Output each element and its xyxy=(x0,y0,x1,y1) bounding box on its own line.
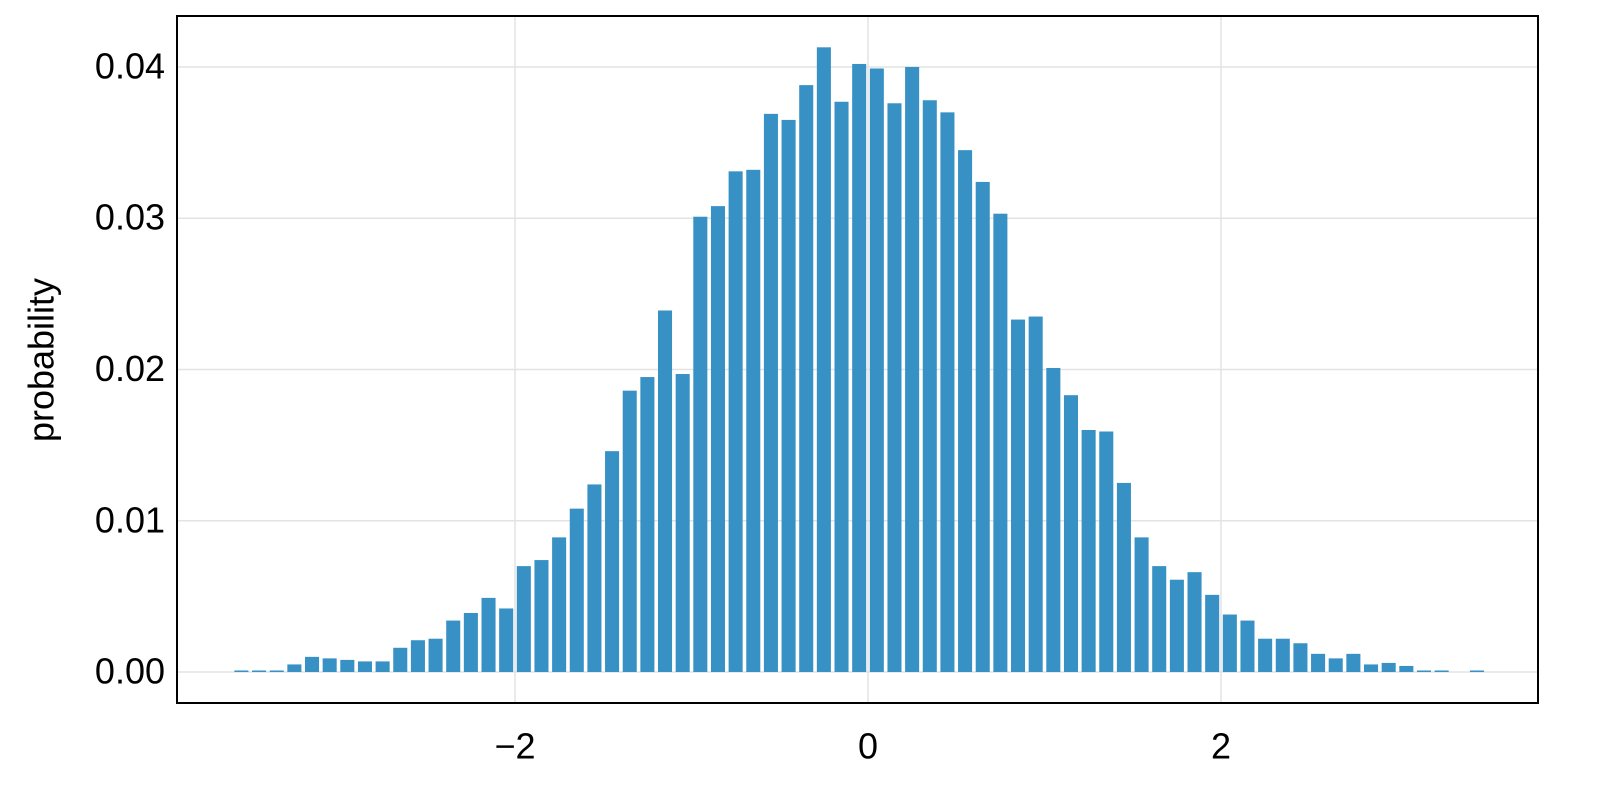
bar xyxy=(1063,395,1079,672)
bar xyxy=(693,216,708,672)
bar xyxy=(1187,572,1202,672)
bar xyxy=(1416,670,1432,672)
y-tick-label: 0.02 xyxy=(95,348,165,389)
bar xyxy=(552,537,567,672)
bar xyxy=(375,661,390,672)
bar xyxy=(322,658,337,672)
bar xyxy=(834,101,849,672)
bar xyxy=(640,377,655,672)
bar xyxy=(852,63,867,672)
bar xyxy=(534,560,549,672)
bar xyxy=(516,566,531,672)
bar xyxy=(481,597,496,672)
bar xyxy=(922,100,937,672)
bar xyxy=(658,310,673,672)
bar xyxy=(252,670,267,672)
bar xyxy=(569,508,584,672)
x-tick-label: 0 xyxy=(858,726,878,767)
bar xyxy=(1011,319,1026,672)
y-axis-label: probability xyxy=(21,278,62,442)
x-tick-label: −2 xyxy=(494,726,535,767)
bar xyxy=(234,670,249,672)
x-tick-label: 2 xyxy=(1211,726,1231,767)
bar xyxy=(975,181,990,672)
bar xyxy=(357,661,372,672)
bar xyxy=(1469,670,1484,672)
bar xyxy=(1222,614,1237,672)
bar xyxy=(1116,482,1131,672)
bar xyxy=(763,113,778,672)
y-tick-label: 0.01 xyxy=(95,499,165,540)
bar xyxy=(816,47,831,672)
bar xyxy=(1381,662,1396,672)
bar xyxy=(587,484,602,672)
bar xyxy=(728,171,743,672)
bar xyxy=(499,608,514,672)
bar xyxy=(605,451,620,672)
bar xyxy=(1240,620,1255,672)
bar xyxy=(463,613,478,672)
bar xyxy=(781,119,796,672)
bar xyxy=(1311,653,1326,672)
bar xyxy=(710,206,726,672)
bar xyxy=(1328,658,1343,672)
bar xyxy=(1364,664,1379,672)
bar xyxy=(1346,653,1361,672)
bar xyxy=(887,103,902,672)
bar xyxy=(1046,367,1061,672)
bar xyxy=(1169,579,1184,672)
bar xyxy=(410,640,425,672)
bar xyxy=(869,68,884,672)
bar xyxy=(304,656,320,672)
bar xyxy=(1134,537,1149,672)
bar xyxy=(905,66,920,672)
bar xyxy=(799,85,814,672)
bar xyxy=(340,659,355,672)
bar xyxy=(958,150,973,672)
bar xyxy=(622,390,637,672)
bar xyxy=(287,664,302,672)
bar xyxy=(993,213,1008,672)
bar xyxy=(446,620,461,672)
bars xyxy=(234,47,1484,672)
bar xyxy=(1099,431,1114,672)
plot-frame xyxy=(176,15,1539,704)
bar xyxy=(428,638,443,672)
bar xyxy=(269,670,284,672)
bar xyxy=(1258,638,1273,672)
bar xyxy=(675,374,690,672)
y-tick-label: 0.00 xyxy=(95,651,165,692)
y-tick-label: 0.04 xyxy=(95,45,165,86)
bar xyxy=(746,169,761,672)
bar xyxy=(1205,594,1220,672)
bar xyxy=(1293,643,1308,672)
bar xyxy=(1275,638,1290,672)
bar xyxy=(1081,429,1096,672)
y-tick-label: 0.03 xyxy=(95,197,165,238)
bar xyxy=(1152,566,1167,672)
bar xyxy=(1028,316,1043,672)
bar xyxy=(393,647,408,672)
bar xyxy=(940,112,955,672)
bar xyxy=(1434,670,1449,672)
bar xyxy=(1399,665,1414,672)
